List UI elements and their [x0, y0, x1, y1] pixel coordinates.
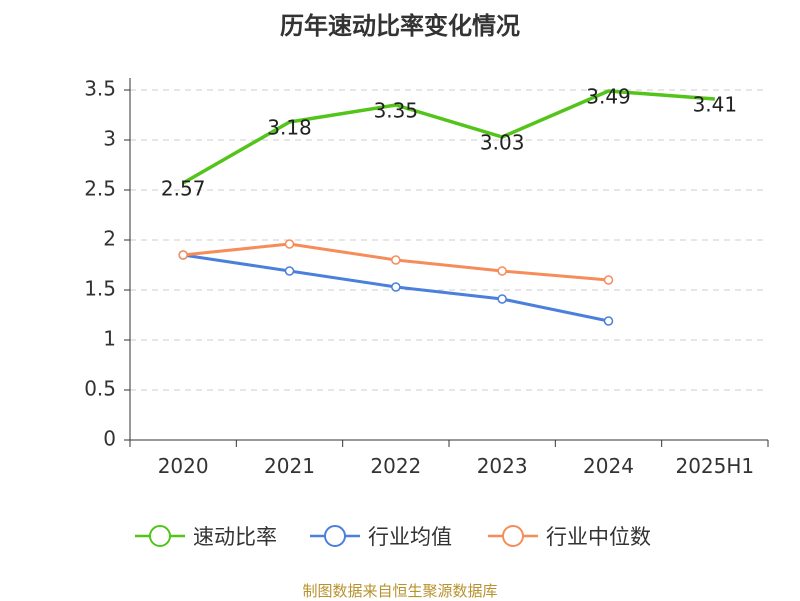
data-point-1	[284, 266, 295, 276]
y-tick-label: 0	[103, 427, 116, 451]
data-label: 3.41	[693, 93, 738, 117]
series-line-0	[182, 89, 715, 185]
x-tick-label: 2021	[264, 454, 315, 478]
data-point-2	[178, 250, 188, 260]
data-label: 3.18	[267, 116, 312, 140]
data-point-2	[603, 275, 614, 285]
x-tick-label: 2024	[583, 454, 634, 478]
data-label: 2.57	[161, 177, 206, 201]
y-tick-label: 1.5	[84, 277, 116, 301]
legend-item[interactable]: 速动比率	[135, 520, 277, 552]
legend-marker-icon	[135, 525, 185, 547]
data-point-1	[497, 294, 507, 304]
data-point-2	[284, 239, 295, 249]
legend-label: 速动比率	[193, 525, 277, 549]
legend-marker-icon	[310, 525, 360, 547]
legend-label: 行业均值	[368, 525, 452, 549]
y-tick-label: 0.5	[84, 377, 116, 401]
data-point-1	[391, 282, 401, 292]
source-text: 制图数据来自恒生聚源数据库	[302, 582, 498, 600]
data-label: 3.35	[374, 99, 419, 123]
legend-item[interactable]: 行业中位数	[488, 520, 651, 552]
data-label: 3.49	[586, 85, 631, 109]
data-point-2	[497, 266, 507, 276]
x-tick-label: 2022	[370, 454, 421, 478]
legend-label: 行业中位数	[546, 525, 651, 549]
y-tick-label: 2	[103, 227, 116, 251]
data-point-1	[603, 316, 614, 326]
y-tick-label: 1	[103, 327, 116, 351]
y-tick-label: 3.5	[84, 77, 116, 101]
y-tick-label: 3	[103, 127, 116, 151]
legend-item[interactable]: 行业均值	[310, 520, 452, 552]
data-point-2	[391, 255, 401, 265]
y-tick-label: 2.5	[84, 177, 116, 201]
chart-title: 历年速动比率变化情况	[280, 12, 520, 40]
data-label: 3.03	[480, 131, 525, 155]
x-tick-label: 2020	[158, 454, 209, 478]
x-tick-label: 2025H1	[675, 454, 754, 478]
legend: 速动比率 行业均值 行业中位数	[0, 520, 800, 552]
legend-marker-icon	[488, 525, 538, 547]
x-tick-label: 2023	[477, 454, 528, 478]
